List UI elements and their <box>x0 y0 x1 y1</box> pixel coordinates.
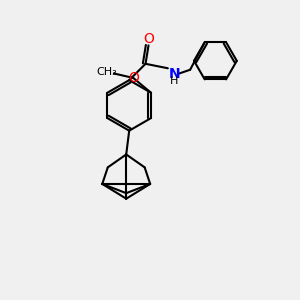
Text: O: O <box>128 71 139 85</box>
Text: H: H <box>170 76 178 86</box>
Text: CH₃: CH₃ <box>96 67 117 77</box>
Text: O: O <box>143 32 154 46</box>
Text: N: N <box>169 67 180 81</box>
